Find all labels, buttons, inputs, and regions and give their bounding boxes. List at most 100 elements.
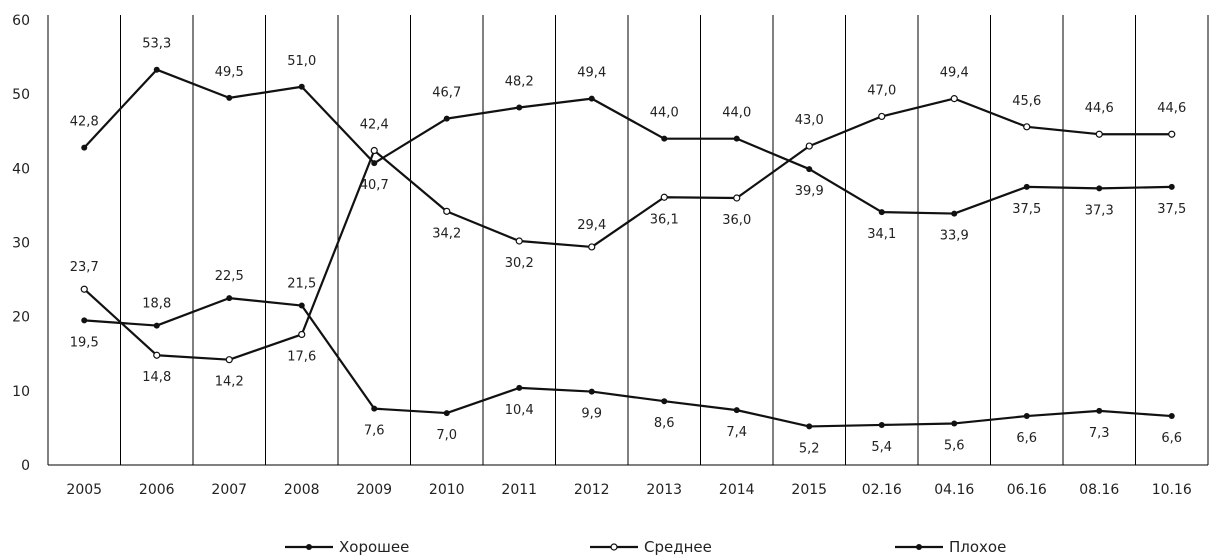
series-line: [84, 297, 1172, 428]
data-point: [80, 285, 88, 293]
data-label: 44,0: [650, 106, 679, 121]
data-label: 49,4: [940, 66, 969, 81]
data-label: 51,0: [287, 54, 316, 69]
series-line: [83, 68, 1172, 215]
data-point: [370, 146, 378, 155]
y-axis-ticks: 0 10 20 30 40 50 60: [12, 13, 30, 474]
legend-marker: [610, 543, 618, 551]
y-tick-label: 0: [21, 458, 30, 474]
data-label: 44,6: [1085, 101, 1114, 116]
data-label: 40,7: [360, 178, 389, 193]
data-label: 14,8: [142, 370, 171, 385]
data-label: 34,2: [432, 226, 461, 241]
data-label: 34,1: [867, 227, 896, 242]
legend: Хорошее Среднее Плохое: [285, 538, 1006, 555]
x-tick-label: 2007: [211, 482, 247, 498]
series-line: [83, 97, 1172, 361]
data-point: [298, 83, 305, 90]
series-3: [81, 66, 1175, 217]
legend-label: Среднее: [644, 538, 712, 555]
data-label: 30,2: [505, 256, 534, 271]
data-point: [298, 330, 306, 339]
data-label: 37,5: [1012, 202, 1041, 217]
data-label: 49,4: [577, 66, 606, 81]
data-label: 42,8: [70, 115, 99, 130]
data-label: 42,4: [360, 118, 389, 133]
data-label: 9,9: [581, 407, 602, 422]
data-label: 33,9: [940, 229, 969, 244]
data-point: [660, 193, 668, 201]
data-point: [226, 94, 233, 101]
data-label: 48,2: [505, 75, 534, 90]
data-point: [1023, 183, 1030, 190]
y-tick-label: 50: [12, 87, 30, 103]
y-tick-label: 60: [12, 13, 30, 29]
y-tick-label: 30: [12, 236, 30, 252]
data-point: [153, 351, 161, 359]
data-point: [733, 407, 740, 414]
data-point: [1168, 130, 1176, 138]
data-point: [661, 135, 668, 142]
legend-item: Среднее: [590, 538, 712, 555]
data-label: 10,4: [505, 403, 534, 418]
data-label: 14,2: [215, 375, 244, 390]
data-point: [515, 237, 523, 245]
data-label: 17,6: [287, 349, 316, 364]
data-point: [1095, 130, 1103, 138]
data-point: [1168, 413, 1175, 420]
data-label: 44,6: [1157, 101, 1186, 116]
data-label: 6,6: [1161, 431, 1182, 446]
data-point: [806, 166, 813, 173]
data-label: 8,6: [654, 416, 675, 431]
data-point: [371, 160, 378, 167]
data-label: 7,4: [726, 425, 747, 440]
x-tick-label: 2013: [646, 482, 682, 498]
data-label: 47,0: [867, 83, 896, 98]
data-label: 44,0: [722, 106, 751, 121]
data-point: [733, 194, 741, 202]
data-label: 5,4: [871, 440, 892, 455]
data-point: [1096, 407, 1103, 414]
legend-label: Плохое: [949, 538, 1006, 555]
data-point: [878, 421, 885, 428]
data-label: 37,3: [1085, 203, 1114, 218]
data-point: [1023, 123, 1031, 131]
data-point: [153, 66, 160, 73]
data-point: [443, 115, 450, 122]
x-tick-label: 2008: [284, 482, 320, 498]
data-point: [81, 317, 88, 324]
series-1: [81, 295, 1175, 430]
data-labels: 19,5 18,8 22,5 21,5 7,6 7,0 10,4 9,9 8,6 7,4 5,2 5,…: [70, 37, 1186, 457]
x-tick-label: 10.16: [1152, 482, 1192, 498]
legend-item: Хорошее: [285, 538, 409, 555]
x-axis-ticks: 2005 2006 2007 2008 2009 2010 2011 2012 2013 2014…: [66, 482, 1191, 498]
data-point: [950, 95, 958, 103]
x-tick-label: 2012: [574, 482, 610, 498]
data-point: [1168, 183, 1175, 190]
legend-label: Хорошее: [339, 538, 409, 555]
data-label: 45,6: [1012, 94, 1041, 109]
legend-marker: [916, 544, 922, 550]
data-label: 22,5: [215, 269, 244, 284]
x-tick-label: 02.16: [862, 482, 902, 498]
data-label: 23,7: [70, 260, 99, 275]
data-point: [443, 207, 451, 215]
data-label: 37,5: [1157, 202, 1186, 217]
data-point: [371, 405, 378, 412]
data-point: [805, 142, 813, 150]
data-label: 19,5: [70, 335, 99, 350]
data-point: [951, 210, 958, 217]
x-tick-label: 06.16: [1007, 482, 1047, 498]
x-tick-label: 08.16: [1079, 482, 1119, 498]
data-label: 49,5: [215, 65, 244, 80]
data-point: [1096, 185, 1103, 192]
data-label: 36,0: [722, 213, 751, 228]
data-label: 6,6: [1016, 431, 1037, 446]
data-point: [516, 384, 523, 391]
x-tick-label: 2011: [501, 482, 537, 498]
series-2: [80, 95, 1176, 364]
data-label: 5,2: [799, 441, 820, 456]
data-point: [1023, 413, 1030, 420]
data-label: 53,3: [142, 37, 171, 52]
y-tick-label: 40: [12, 161, 30, 177]
